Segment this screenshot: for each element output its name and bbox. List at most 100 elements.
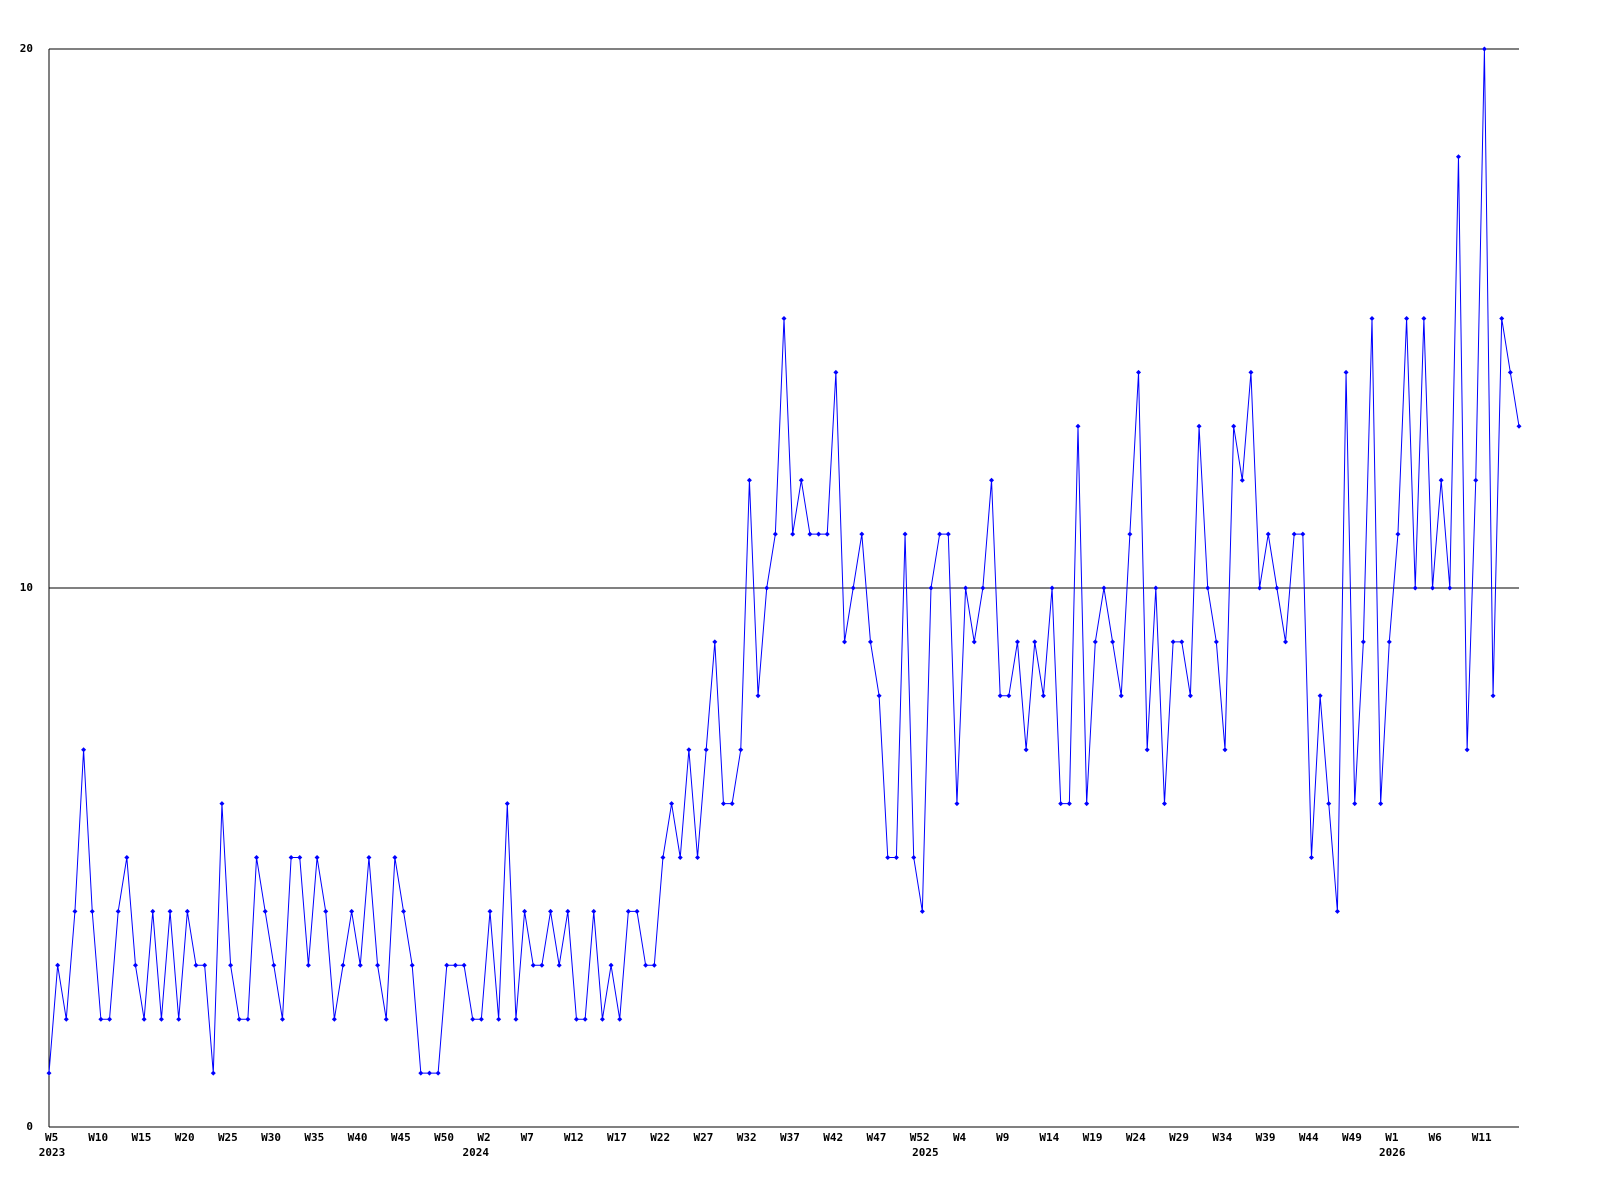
data-point bbox=[1499, 316, 1505, 321]
data-point bbox=[478, 1016, 484, 1022]
data-point bbox=[1438, 477, 1444, 483]
x-tick-label: W17 bbox=[607, 1131, 627, 1144]
x-tick-label: W2 bbox=[477, 1131, 490, 1144]
data-point bbox=[1101, 585, 1107, 591]
data-point bbox=[1490, 693, 1496, 699]
x-tick-label: W10 bbox=[88, 1131, 108, 1144]
x-tick-label: W14 bbox=[1039, 1131, 1059, 1144]
data-point bbox=[1118, 693, 1124, 699]
data-point bbox=[1248, 369, 1254, 375]
data-point bbox=[184, 908, 190, 914]
data-point bbox=[634, 908, 640, 914]
x-tick-label: W5 bbox=[45, 1131, 58, 1144]
data-point bbox=[219, 801, 225, 807]
data-point bbox=[1352, 801, 1358, 807]
y-tick-label: 10 bbox=[20, 581, 33, 594]
data-point bbox=[746, 477, 752, 483]
data-point bbox=[1179, 639, 1185, 645]
x-tick-label: W34 bbox=[1212, 1131, 1232, 1144]
data-point bbox=[254, 855, 260, 860]
data-point bbox=[487, 908, 493, 914]
data-point bbox=[1213, 639, 1219, 645]
x-tick-label: W4 bbox=[953, 1131, 967, 1144]
x-tick-label: W9 bbox=[996, 1131, 1009, 1144]
year-label: 2024 bbox=[462, 1146, 489, 1159]
data-point bbox=[1308, 855, 1314, 860]
data-point bbox=[867, 639, 873, 645]
x-tick-label: W50 bbox=[434, 1131, 454, 1144]
data-point bbox=[1455, 154, 1461, 160]
data-point bbox=[816, 531, 822, 537]
data-point bbox=[81, 747, 87, 753]
data-point bbox=[150, 908, 156, 914]
data-point bbox=[703, 747, 709, 753]
data-point bbox=[651, 962, 657, 968]
data-point bbox=[158, 1016, 164, 1022]
data-point bbox=[323, 908, 329, 914]
data-point bbox=[98, 1016, 104, 1022]
data-point bbox=[591, 908, 597, 914]
data-point bbox=[1464, 747, 1470, 753]
data-point bbox=[357, 962, 363, 968]
data-point bbox=[617, 1016, 623, 1022]
data-point bbox=[63, 1016, 69, 1022]
data-point bbox=[236, 1016, 242, 1022]
data-point bbox=[193, 962, 199, 968]
x-tick-label: W32 bbox=[737, 1131, 757, 1144]
x-tick-label: W11 bbox=[1472, 1131, 1492, 1144]
data-point bbox=[548, 908, 554, 914]
data-point bbox=[755, 693, 761, 699]
data-point bbox=[167, 908, 173, 914]
data-point bbox=[928, 585, 934, 591]
data-point bbox=[1360, 639, 1366, 645]
data-point bbox=[1395, 531, 1401, 537]
data-point bbox=[565, 908, 571, 914]
data-point bbox=[141, 1016, 147, 1022]
data-point bbox=[383, 1016, 389, 1022]
data-point bbox=[729, 801, 735, 807]
data-point bbox=[124, 855, 130, 860]
data-point bbox=[1447, 585, 1453, 591]
x-tick-label: W25 bbox=[218, 1131, 238, 1144]
data-point bbox=[504, 801, 510, 807]
data-point bbox=[132, 962, 138, 968]
data-point bbox=[833, 369, 839, 375]
y-tick-label: 0 bbox=[26, 1120, 33, 1133]
data-point bbox=[1092, 639, 1098, 645]
data-point bbox=[1378, 801, 1384, 807]
data-point bbox=[919, 908, 925, 914]
data-point bbox=[496, 1016, 502, 1022]
data-point bbox=[522, 908, 528, 914]
data-point bbox=[1231, 423, 1237, 429]
data-point bbox=[176, 1016, 182, 1022]
data-point bbox=[1075, 423, 1081, 429]
data-point bbox=[1473, 477, 1479, 483]
data-point bbox=[1421, 316, 1427, 321]
x-tick-label: W35 bbox=[304, 1131, 324, 1144]
data-point bbox=[1369, 316, 1375, 321]
data-point bbox=[1265, 531, 1271, 537]
data-point bbox=[1291, 531, 1297, 537]
data-point bbox=[1006, 693, 1012, 699]
data-point bbox=[1153, 585, 1159, 591]
data-point bbox=[712, 639, 718, 645]
data-point bbox=[1274, 585, 1280, 591]
data-point bbox=[989, 477, 995, 483]
data-point bbox=[46, 1070, 52, 1076]
data-point bbox=[1040, 693, 1046, 699]
data-point bbox=[279, 1016, 285, 1022]
data-point bbox=[772, 531, 778, 537]
data-point bbox=[1136, 369, 1142, 375]
data-point bbox=[781, 316, 787, 321]
data-point bbox=[1110, 639, 1116, 645]
data-point bbox=[893, 855, 899, 860]
x-tick-label: W40 bbox=[348, 1131, 368, 1144]
x-tick-label: W29 bbox=[1169, 1131, 1189, 1144]
x-tick-label: W37 bbox=[780, 1131, 800, 1144]
data-point bbox=[392, 855, 398, 860]
data-point bbox=[573, 1016, 579, 1022]
year-label: 2025 bbox=[912, 1146, 939, 1159]
data-point bbox=[1507, 369, 1513, 375]
data-point bbox=[288, 855, 294, 860]
